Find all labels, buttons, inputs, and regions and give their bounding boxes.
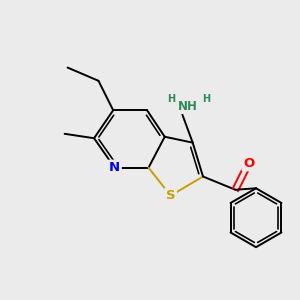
Text: S: S bbox=[166, 189, 175, 202]
Text: NH: NH bbox=[178, 100, 198, 113]
Text: O: O bbox=[243, 157, 254, 170]
Text: N: N bbox=[109, 161, 120, 174]
Text: H: H bbox=[202, 94, 210, 104]
Text: H: H bbox=[167, 94, 175, 104]
